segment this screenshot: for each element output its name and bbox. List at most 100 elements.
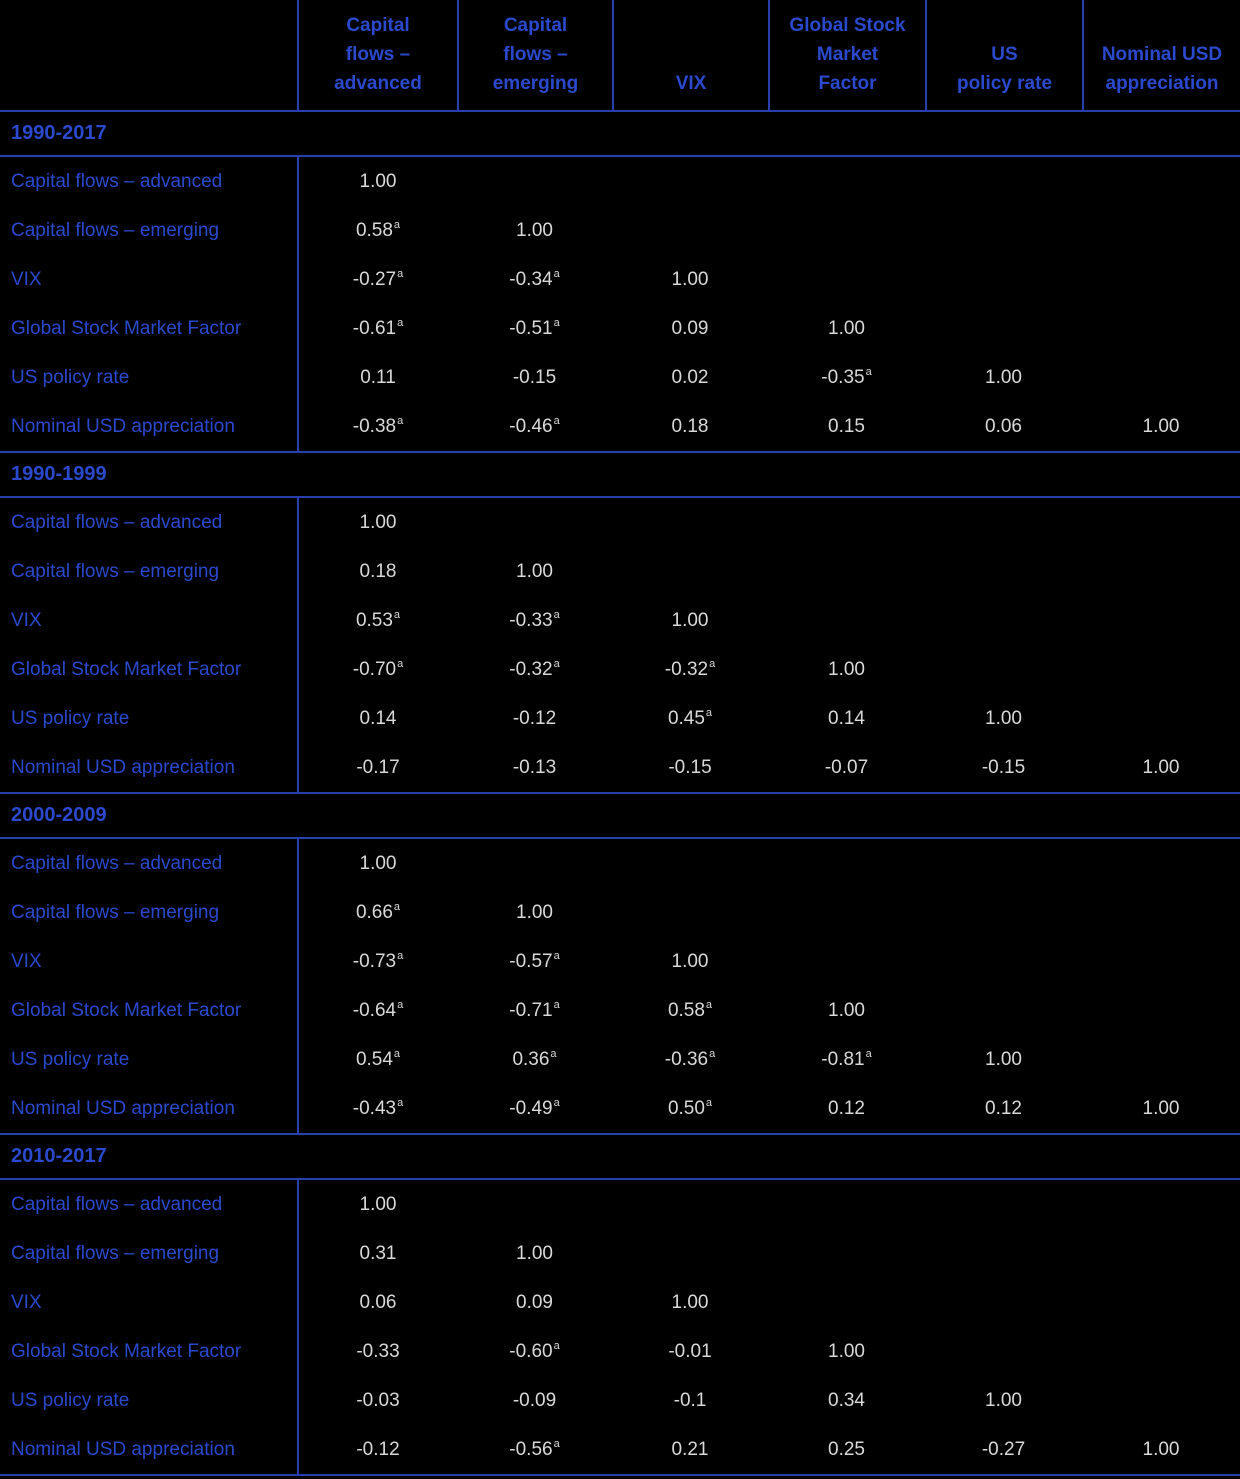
value-cell: 0.45 a	[667, 706, 713, 729]
column-header-line: VIX	[675, 73, 707, 94]
row-label: US policy rate	[11, 1389, 130, 1411]
value-cell: 0.58 a	[297, 206, 457, 255]
value-cell	[1082, 986, 1240, 1035]
row-label: VIX	[11, 1291, 42, 1313]
value-cell	[925, 1327, 1082, 1376]
row-label: Capital flows – emerging	[11, 1242, 220, 1264]
value-cell: -0.34 a	[509, 267, 560, 290]
table-row: Capital flows – advanced 1.00	[0, 1180, 1240, 1229]
value-cell	[1082, 255, 1240, 304]
value-cell: 0.12	[985, 1097, 1022, 1119]
table-row: VIX 0.53 a -0.33 a 1.00	[0, 596, 1240, 645]
table-row: US policy rate -0.03 -0.09 -0.1 0.34 1.00	[0, 1376, 1240, 1425]
value-cell: 1.00	[297, 157, 457, 206]
value-cell: -0.73 a	[297, 937, 457, 986]
value-cell: 0.14	[297, 694, 457, 743]
value-cell	[925, 498, 1082, 547]
value-cell	[925, 596, 1082, 645]
value-cell	[768, 1278, 925, 1327]
table-row: VIX -0.27 a -0.34 a 1.00	[0, 255, 1240, 304]
column-header-line: Global Stock	[789, 15, 906, 36]
value-cell	[612, 498, 768, 547]
value-cell	[457, 1180, 612, 1229]
value-cell: -0.36 a	[664, 1047, 716, 1070]
value-cell	[768, 206, 925, 255]
row-label: VIX	[11, 950, 42, 972]
value-cell	[925, 547, 1082, 596]
row-label: VIX	[11, 609, 42, 631]
table-row: Capital flows – advanced 1.00	[0, 157, 1240, 206]
value-cell	[768, 255, 925, 304]
value-cell	[612, 547, 768, 596]
value-cell	[768, 1229, 925, 1278]
row-label: Nominal USD appreciation	[11, 756, 235, 778]
value-cell	[768, 839, 925, 888]
value-cell: 1.00	[516, 901, 553, 923]
significance-marker: a	[705, 706, 713, 719]
significance-marker: a	[705, 1096, 713, 1109]
value-cell	[1082, 839, 1240, 888]
column-header-line: policy rate	[956, 73, 1053, 94]
value-cell	[1082, 1180, 1240, 1229]
column-header-line: flows –	[345, 44, 411, 65]
significance-marker: a	[553, 414, 560, 427]
value-cell: 0.58 a	[667, 998, 713, 1021]
value-cell: -0.07	[824, 756, 869, 778]
value-cell: 0.18	[671, 415, 709, 437]
table-row: Capital flows – emerging 0.18 1.00	[0, 547, 1240, 596]
value-cell	[1082, 353, 1240, 402]
value-cell: 1.00	[985, 707, 1022, 729]
value-cell: 0.34	[828, 1389, 865, 1411]
value-cell	[925, 888, 1082, 937]
value-cell	[925, 839, 1082, 888]
value-cell: -0.1	[673, 1389, 707, 1411]
column-header-2: Capital flows – emerging	[457, 0, 612, 110]
row-label: Capital flows – advanced	[11, 511, 223, 533]
value-cell	[1082, 498, 1240, 547]
value-cell: -0.33	[297, 1327, 457, 1376]
value-cell	[1082, 937, 1240, 986]
value-cell: -0.12	[512, 707, 557, 729]
value-cell: 0.14	[828, 707, 865, 729]
value-cell: 0.31	[297, 1229, 457, 1278]
value-cell: 1.00	[1142, 1438, 1180, 1460]
value-cell: -0.60 a	[509, 1339, 560, 1362]
column-header-line: Nominal USD	[1101, 44, 1223, 65]
significance-marker: a	[553, 1339, 560, 1352]
table-row: Global Stock Market Factor -0.33 -0.60 a -0.…	[0, 1327, 1240, 1376]
value-cell: -0.03	[297, 1376, 457, 1425]
significance-marker: a	[550, 1047, 557, 1060]
value-cell: 0.25	[828, 1438, 865, 1460]
value-cell: 1.00	[297, 498, 457, 547]
table-row: Capital flows – emerging 0.31 1.00	[0, 1229, 1240, 1278]
value-cell: -0.01	[668, 1340, 712, 1362]
table-row: Nominal USD appreciation -0.12 -0.56 a 0.21 0…	[0, 1425, 1240, 1474]
value-cell: 1.00	[828, 658, 865, 680]
table-row: US policy rate 0.14 -0.12 0.45 a 0.14 1.00	[0, 694, 1240, 743]
value-cell	[1082, 1376, 1240, 1425]
value-cell	[925, 986, 1082, 1035]
table-row: US policy rate 0.54 a 0.36 a -0.36 a -0.81 a 1.00	[0, 1035, 1240, 1084]
value-cell	[1082, 645, 1240, 694]
significance-marker: a	[553, 1096, 560, 1109]
value-cell: -0.32 a	[664, 657, 716, 680]
period-block: Capital flows – advanced 1.00 Capital flow…	[0, 498, 1240, 794]
value-cell: 0.36 a	[512, 1047, 557, 1070]
column-header-6: Nominal USD appreciation	[1082, 0, 1240, 110]
significance-marker: a	[865, 1047, 872, 1060]
value-cell: 0.53 a	[297, 596, 457, 645]
value-cell	[768, 547, 925, 596]
significance-marker: a	[393, 1047, 401, 1060]
significance-marker: a	[553, 1437, 560, 1450]
value-cell	[925, 1229, 1082, 1278]
value-cell: -0.33 a	[509, 608, 560, 631]
value-cell	[925, 645, 1082, 694]
row-label: Global Stock Market Factor	[11, 999, 242, 1021]
significance-marker: a	[709, 657, 716, 670]
value-cell: -0.15	[512, 366, 557, 388]
value-cell	[925, 255, 1082, 304]
value-cell: -0.15	[981, 756, 1026, 778]
significance-marker: a	[397, 267, 404, 280]
significance-marker: a	[553, 998, 560, 1011]
value-cell: -0.70 a	[297, 645, 457, 694]
